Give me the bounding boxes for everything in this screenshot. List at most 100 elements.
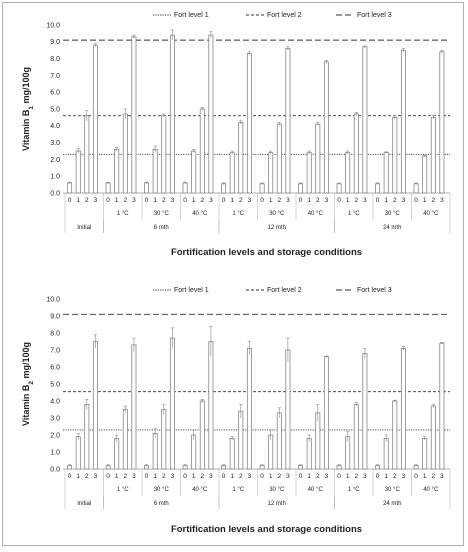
- bar: [353, 404, 359, 470]
- bar: [169, 34, 175, 194]
- bar: [208, 34, 214, 194]
- storage-temperature-label: 40 °C: [423, 211, 439, 217]
- fortification-level-label: 2: [393, 197, 397, 204]
- fortification-level-label: 3: [209, 197, 213, 204]
- bar: [268, 152, 274, 194]
- y-tick-label: 7.0: [50, 347, 60, 354]
- y-axis-label: Vitamin B2 mg/100g: [21, 342, 35, 426]
- fortification-level-label: 1: [346, 473, 350, 480]
- bar: [439, 342, 445, 470]
- storage-period-label: Initial: [77, 225, 91, 231]
- bar: [336, 183, 342, 194]
- fortification-level-label: 0: [376, 197, 380, 204]
- bar: [413, 183, 419, 194]
- bar: [182, 182, 188, 194]
- y-tick-label: 9.0: [50, 313, 60, 320]
- fortification-level-label: 1: [153, 197, 157, 204]
- fortification-level-label: 0: [145, 197, 149, 204]
- storage-temperature-label: 40 °C: [192, 211, 208, 217]
- storage-temperature-label: 30 °C: [385, 211, 401, 217]
- fortification-level-label: 3: [171, 197, 175, 204]
- bar: [161, 409, 167, 470]
- legend-label: Fort level 1: [174, 287, 209, 294]
- fortification-level-label: 2: [316, 197, 320, 204]
- fortification-level-label: 1: [192, 473, 196, 480]
- bar: [362, 353, 368, 470]
- fortification-level-label: 0: [222, 473, 226, 480]
- bar: [285, 48, 291, 194]
- y-axis-label-part: Vitamin B: [21, 109, 31, 151]
- fortification-level-label: 2: [85, 473, 89, 480]
- bar: [161, 115, 167, 194]
- y-axis-label-part: Vitamin B: [21, 384, 31, 426]
- fortification-level-label: 0: [222, 197, 226, 204]
- fortification-level-label: 1: [115, 197, 119, 204]
- chart-vitamin-b1: 0.0 1.0 2.0 3.0 4.0 5.0 6.0 7.0 8.0 9.0 10.0 Vitami…: [21, 12, 451, 258]
- storage-temperature-label: 1 °C: [232, 487, 244, 493]
- bar: [229, 438, 235, 470]
- fortification-level-label: 1: [192, 197, 196, 204]
- storage-temperature-label: 30 °C: [154, 487, 170, 493]
- y-axis-label-part: mg/100g: [21, 67, 31, 106]
- bar: [191, 150, 197, 194]
- bar: [84, 404, 90, 470]
- bar: [306, 152, 312, 194]
- bar: [114, 438, 120, 470]
- bar: [362, 46, 368, 194]
- bar: [84, 115, 90, 194]
- bar: [422, 438, 428, 470]
- bar: [400, 49, 406, 194]
- storage-period-label: 12 mth: [268, 501, 286, 507]
- bar: [75, 436, 81, 470]
- fortification-level-label: 2: [316, 473, 320, 480]
- bar: [439, 51, 445, 194]
- y-tick-label: 3.0: [50, 140, 60, 147]
- storage-period-label: Initial: [77, 501, 91, 507]
- fortification-level-label: 2: [239, 197, 243, 204]
- y-axis-label-subscript: 1: [28, 106, 35, 110]
- bar: [114, 148, 120, 194]
- bar: [422, 155, 428, 194]
- fortification-level-label: 3: [209, 473, 213, 480]
- fortification-level-label: 1: [76, 197, 80, 204]
- bar: [92, 341, 98, 470]
- storage-temperature-label: 1 °C: [117, 211, 129, 217]
- bar: [383, 438, 389, 470]
- y-tick-label: 7.0: [50, 73, 60, 80]
- fortification-level-label: 0: [68, 473, 72, 480]
- bar: [375, 183, 381, 194]
- fortification-level-label: 2: [277, 197, 281, 204]
- fortification-level-label: 3: [363, 197, 367, 204]
- fortification-level-label: 1: [346, 197, 350, 204]
- legend-label: Fort level 2: [267, 12, 302, 19]
- storage-period-label: 24 mth: [383, 225, 401, 231]
- bar: [276, 412, 282, 470]
- bar: [105, 182, 111, 194]
- bar: [131, 36, 137, 194]
- fortification-level-label: 0: [337, 197, 341, 204]
- fortification-level-label: 0: [414, 473, 418, 480]
- bar: [392, 117, 398, 194]
- fortification-level-label: 3: [132, 473, 136, 480]
- fortification-level-label: 1: [269, 197, 273, 204]
- y-tick-label: 10.0: [46, 22, 60, 29]
- fortification-level-label: 2: [431, 197, 435, 204]
- y-tick-label: 3.0: [50, 415, 60, 422]
- fortification-level-label: 1: [384, 197, 388, 204]
- fortification-level-label: 0: [106, 197, 110, 204]
- fortification-level-label: 1: [384, 473, 388, 480]
- fortification-level-label: 0: [299, 473, 303, 480]
- storage-period-label: 24 mth: [383, 501, 401, 507]
- vitamin-charts: 0.01.02.03.04.05.06.07.08.09.010.0Vitami…: [21, 12, 451, 535]
- y-tick-label: 5.0: [50, 381, 60, 388]
- bar: [298, 183, 304, 194]
- y-tick-label: 8.0: [50, 56, 60, 63]
- fortification-level-label: 3: [171, 473, 175, 480]
- fortification-level-label: 3: [132, 197, 136, 204]
- storage-period-label: 6 mth: [154, 225, 169, 231]
- bar: [306, 438, 312, 470]
- legend-label: Fort level 3: [357, 12, 392, 19]
- fortification-level-label: 1: [76, 473, 80, 480]
- bar: [353, 113, 359, 194]
- bar: [259, 183, 265, 194]
